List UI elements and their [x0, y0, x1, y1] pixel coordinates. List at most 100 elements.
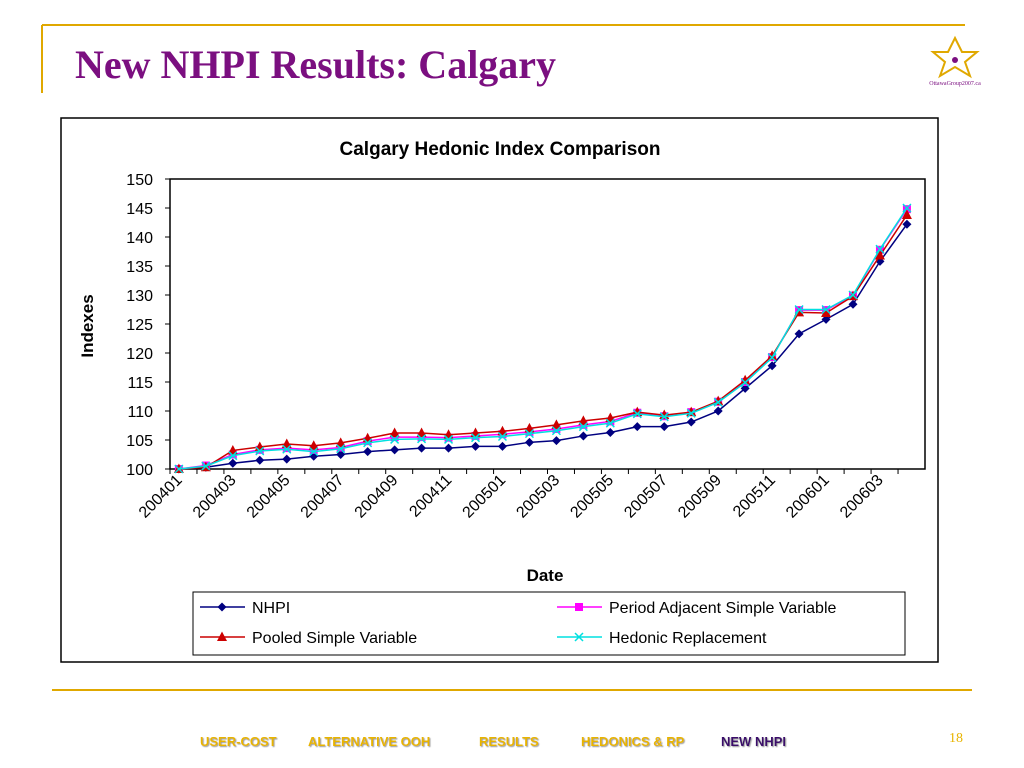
y-tick-label: 110: [127, 404, 153, 421]
marker: [605, 412, 616, 422]
marker: [416, 427, 427, 438]
marker: [551, 419, 562, 429]
nav-link[interactable]: RESULTS: [479, 734, 539, 749]
marker: [417, 434, 427, 444]
marker: [821, 314, 831, 324]
marker: [228, 458, 238, 468]
y-tick-label: 150: [126, 172, 153, 189]
logo-text: OttawaGroup2007.ca: [929, 81, 981, 87]
y-tick-label: 125: [126, 317, 153, 334]
marker: [363, 447, 373, 457]
marker: [659, 412, 669, 422]
marker: [417, 433, 426, 442]
marker: [605, 427, 615, 437]
footer: USER-COST ALTERNATIVE OOH RESULTS HEDONICS …: [200, 731, 963, 749]
marker: [767, 353, 777, 363]
marker: [578, 431, 588, 441]
marker: [497, 441, 507, 451]
logo: OttawaGroup2007.ca: [929, 35, 981, 87]
marker: [605, 418, 615, 428]
marker: [336, 443, 345, 452]
marker: [282, 444, 292, 454]
marker: [281, 438, 292, 449]
marker: [574, 632, 584, 642]
y-tick-label: 130: [126, 288, 153, 305]
marker: [282, 454, 292, 464]
marker: [497, 431, 508, 442]
nav-link[interactable]: NEW NHPI: [721, 734, 786, 749]
marker: [228, 451, 238, 461]
marker: [901, 209, 912, 219]
legend-label: NHPI: [252, 600, 290, 617]
slide-title: New NHPI Results: Calgary: [75, 42, 556, 87]
nav-link[interactable]: HEDONICS & RP: [581, 734, 685, 749]
legend-label: Pooled Simple Variable: [252, 630, 417, 647]
marker: [848, 299, 858, 309]
marker: [390, 445, 400, 455]
marker: [470, 433, 481, 443]
marker: [659, 422, 669, 432]
marker: [578, 422, 588, 432]
marker: [309, 447, 319, 457]
marker: [579, 420, 588, 429]
y-tick-label: 135: [126, 259, 153, 276]
marker: [767, 361, 777, 371]
marker: [174, 464, 184, 474]
marker: [713, 406, 723, 416]
marker: [227, 444, 238, 455]
marker: [794, 304, 804, 315]
marker: [740, 378, 750, 388]
legend-label: Hedonic Replacement: [609, 630, 767, 647]
marker: [902, 219, 912, 229]
legend: [192, 591, 906, 656]
y-axis-title: Indexes: [78, 294, 97, 357]
marker: [875, 244, 885, 254]
marker: [524, 422, 535, 433]
marker: [255, 446, 265, 456]
marker: [282, 444, 291, 453]
chart-title: Calgary Hedonic Index Comparison: [340, 139, 661, 160]
plot-area: [169, 178, 926, 470]
nav-link[interactable]: USER-COST: [200, 734, 277, 749]
marker: [551, 436, 561, 446]
series: [174, 203, 912, 474]
marker: [444, 434, 454, 444]
marker: [309, 445, 318, 454]
marker: [686, 417, 696, 427]
marker: [217, 631, 227, 641]
nav-link[interactable]: ALTERNATIVE OOH: [308, 734, 430, 749]
marker: [874, 250, 885, 260]
marker: [336, 450, 346, 459]
marker: [740, 374, 751, 385]
marker: [524, 437, 534, 447]
marker: [390, 433, 399, 442]
y-tick-label: 140: [126, 230, 153, 247]
marker: [524, 429, 534, 439]
marker: [308, 440, 319, 450]
marker: [821, 304, 831, 315]
marker: [497, 425, 508, 436]
logo-dot: [952, 57, 958, 63]
marker: [632, 409, 642, 419]
marker: [389, 427, 400, 438]
marker: [821, 307, 832, 317]
marker: [444, 443, 454, 453]
marker: [902, 203, 912, 213]
y-tick-label: 105: [126, 433, 153, 450]
legend-label: Period Adjacent Simple Variable: [609, 600, 836, 617]
marker: [740, 383, 750, 393]
marker: [767, 350, 778, 360]
marker: [336, 444, 346, 454]
page-number: 18: [949, 731, 963, 746]
marker: [848, 290, 858, 300]
series-line: [178, 223, 908, 470]
logo-star: [930, 35, 980, 79]
marker: [471, 441, 481, 451]
marker: [794, 329, 804, 339]
marker: [335, 437, 346, 447]
marker: [417, 443, 427, 453]
series-line: [178, 207, 908, 470]
marker: [552, 424, 561, 433]
